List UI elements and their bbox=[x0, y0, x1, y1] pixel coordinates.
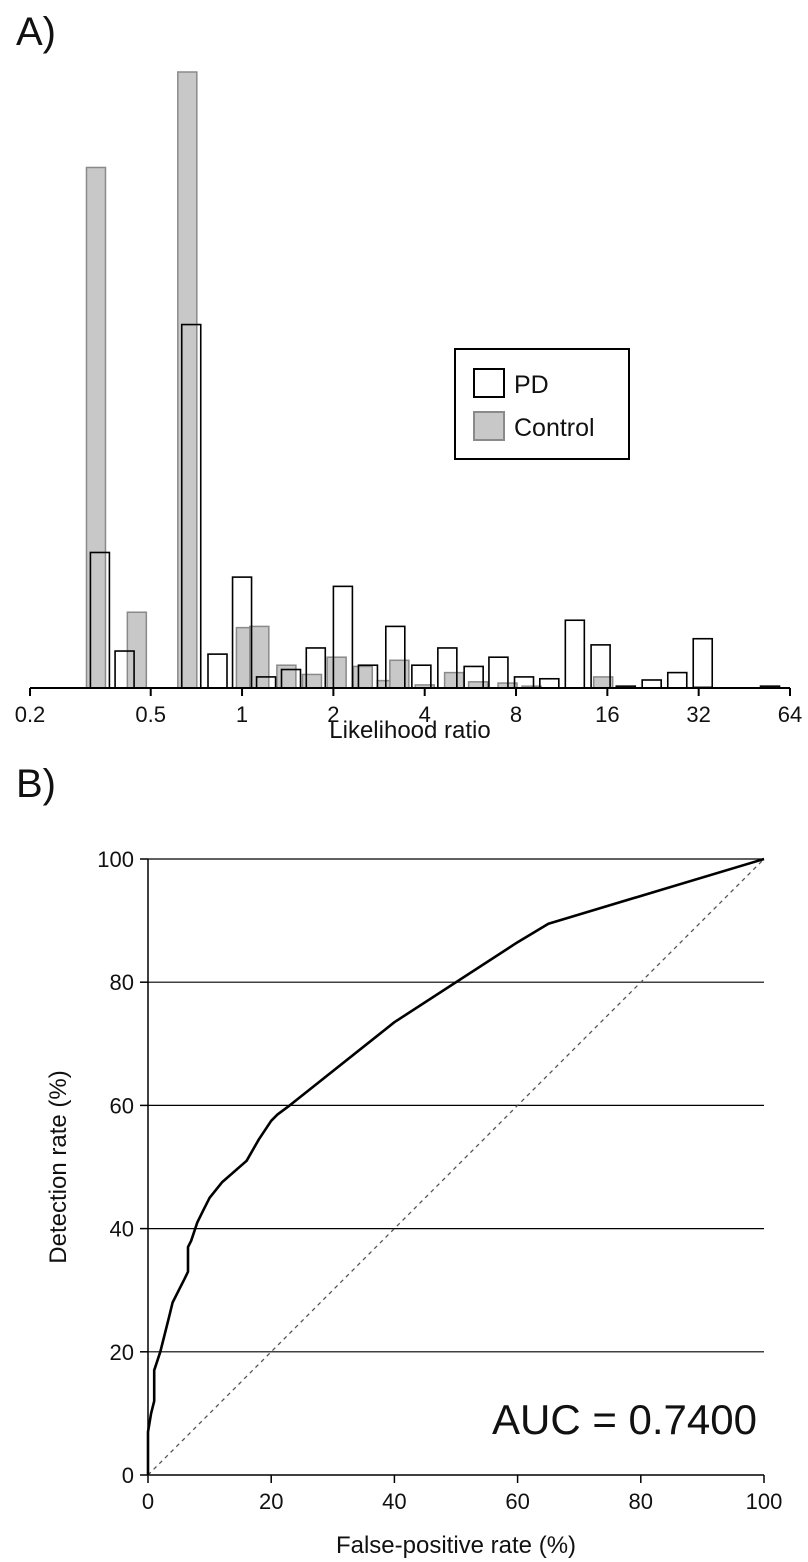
pd-bar-20 bbox=[641, 679, 662, 689]
legend-box bbox=[454, 348, 630, 460]
x-tick-label: 20 bbox=[259, 1489, 283, 1514]
x-axis-label: Likelihood ratio bbox=[329, 717, 490, 744]
control-bar-6 bbox=[301, 673, 323, 689]
auc-annotation: AUC = 0.7400 bbox=[492, 1396, 757, 1443]
control-bars bbox=[85, 71, 713, 689]
x-axis-label: False-positive rate (%) bbox=[336, 1532, 576, 1559]
y-tick-label: 80 bbox=[110, 970, 134, 995]
legend-control-label: Control bbox=[514, 414, 595, 442]
pd-bar-21 bbox=[666, 671, 688, 689]
x-tick-label: 8 bbox=[510, 702, 522, 727]
control-bar-10 bbox=[389, 659, 410, 689]
control-bar-2 bbox=[177, 71, 198, 689]
x-tick-label: 64 bbox=[778, 702, 802, 727]
y-tick-label: 20 bbox=[110, 1340, 134, 1365]
x-axis-ticks: 0.2 0.5 1 2 4 8 16 32 64 bbox=[15, 688, 802, 727]
x-tick-label: 40 bbox=[382, 1489, 406, 1514]
panel-a-label: A) bbox=[16, 10, 56, 54]
pd-bar-3 bbox=[207, 653, 228, 689]
x-tick-label: 0 bbox=[142, 1489, 154, 1514]
x-tick-label: 80 bbox=[629, 1489, 653, 1514]
panel-b-label: B) bbox=[16, 762, 56, 806]
y-tick-label: 0 bbox=[122, 1463, 134, 1488]
x-tick-label: 16 bbox=[595, 702, 619, 727]
y-axis-ticks: 0 20 40 60 80 100 bbox=[97, 847, 148, 1488]
x-tick-label: 1 bbox=[236, 702, 248, 727]
control-bar-5 bbox=[276, 664, 297, 689]
roc-curve bbox=[146, 857, 765, 1475]
legend-pd-label: PD bbox=[514, 371, 549, 399]
x-tick-label: 0.5 bbox=[135, 702, 166, 727]
pd-bar-22 bbox=[692, 637, 714, 689]
control-bar-12 bbox=[443, 671, 465, 689]
x-tick-label: 2 bbox=[327, 702, 339, 727]
histogram-panel: 0.2 0.5 1 2 4 8 16 32 64 Likelihood ratio PD Con… bbox=[15, 71, 802, 744]
x-tick-label: 100 bbox=[746, 1489, 783, 1514]
x-tick-label: 4 bbox=[419, 702, 431, 727]
y-axis-label: Detection rate (%) bbox=[45, 1070, 72, 1263]
control-bar-4 bbox=[249, 625, 270, 689]
x-axis-ticks: 0 20 40 60 80 100 bbox=[142, 1475, 782, 1514]
y-tick-label: 40 bbox=[110, 1217, 134, 1242]
legend-control-swatch bbox=[473, 411, 505, 441]
reference-diagonal-line bbox=[147, 858, 765, 1476]
y-tick-label: 60 bbox=[110, 1093, 134, 1118]
pd-bar-17 bbox=[564, 619, 586, 689]
roc-panel: 0 20 40 60 80 100 0 20 40 60 80 100 AUC = 0.7400 F… bbox=[45, 847, 782, 1559]
gridlines bbox=[148, 858, 764, 1353]
control-bar-8 bbox=[352, 665, 374, 689]
control-bar-1 bbox=[126, 611, 148, 689]
pd-bar-16 bbox=[539, 677, 560, 689]
x-tick-label: 0.2 bbox=[15, 702, 46, 727]
control-bar-0 bbox=[85, 166, 107, 689]
legend: PD Control bbox=[454, 348, 630, 460]
legend-pd-swatch bbox=[473, 368, 505, 398]
x-tick-label: 32 bbox=[686, 702, 710, 727]
y-tick-label: 100 bbox=[97, 847, 134, 872]
control-bar-7 bbox=[326, 656, 347, 689]
x-tick-label: 60 bbox=[505, 1489, 529, 1514]
